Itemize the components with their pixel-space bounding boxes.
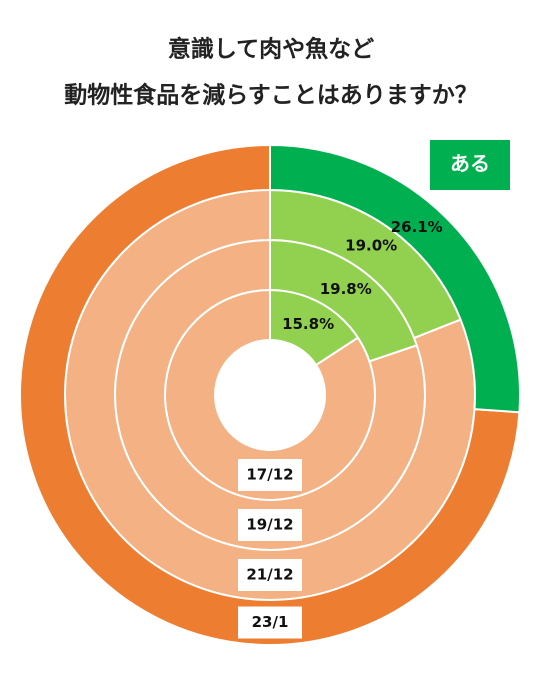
chart-title: 動物性食品を減らすことはありますか？ (64, 82, 478, 109)
ring-label-box (238, 606, 302, 639)
value-label: 15.8% (282, 315, 334, 333)
ring-label-box (238, 459, 302, 491)
value-label: 19.0% (345, 237, 397, 255)
value-label: 19.8% (320, 280, 372, 298)
value-label: 26.1% (391, 218, 443, 236)
ring-label: 21/12 (246, 566, 293, 584)
ring-label: 23/1 (252, 613, 289, 631)
ring-label: 19/12 (246, 516, 293, 534)
slice (269, 143, 521, 414)
ring-label: 17/12 (246, 466, 293, 484)
ring-label-box (238, 509, 302, 541)
ring-label-box (238, 559, 302, 591)
legend-box (430, 140, 510, 190)
chart-title: 意識して肉や魚など (168, 36, 374, 63)
ring-rest (19, 143, 521, 646)
legend-label: ある (450, 152, 490, 176)
